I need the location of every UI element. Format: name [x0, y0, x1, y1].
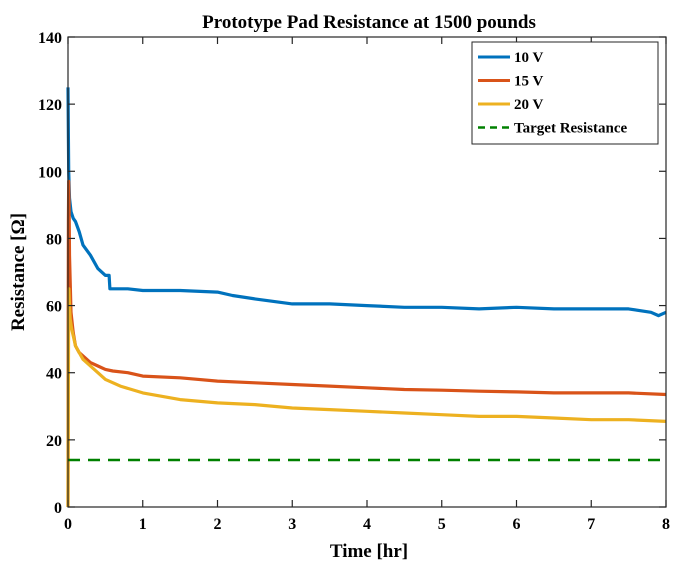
y-tick-label: 80 [46, 231, 62, 248]
legend-label: 20 V [514, 97, 543, 113]
y-tick-label: 120 [38, 97, 62, 114]
series-line-20-v [66, 287, 667, 508]
x-tick-label: 4 [363, 516, 371, 533]
x-tick-label: 1 [139, 516, 147, 533]
x-axis-label: Time [hr] [330, 541, 408, 562]
y-axis: 0 20 40 60 80 100 120 140 [38, 30, 666, 517]
x-tick-label: 6 [513, 516, 521, 533]
x-axis: 0 1 2 3 4 5 6 7 8 [64, 37, 670, 533]
y-tick-label: 60 [46, 299, 62, 316]
legend-label: 15 V [514, 74, 543, 90]
series-line-10-v [66, 87, 667, 318]
legend-label: Target Resistance [514, 121, 628, 137]
x-tick-label: 8 [662, 516, 670, 533]
y-tick-label: 140 [38, 30, 62, 47]
x-tick-label: 5 [438, 516, 446, 533]
legend-label: 10 V [514, 50, 543, 66]
y-tick-label: 0 [54, 500, 62, 517]
x-tick-label: 3 [288, 516, 296, 533]
y-tick-label: 100 [38, 164, 62, 181]
series-line-15-v [66, 179, 667, 508]
x-tick-label: 7 [587, 516, 595, 533]
y-tick-label: 20 [46, 433, 62, 450]
y-tick-label: 40 [46, 366, 62, 383]
chart-title: Prototype Pad Resistance at 1500 pounds [202, 12, 536, 33]
x-tick-label: 2 [214, 516, 222, 533]
x-tick-label: 0 [64, 516, 72, 533]
y-axis-label: Resistance [Ω] [8, 213, 29, 331]
legend: 10 V 15 V 20 V Target Resistance [471, 41, 659, 145]
